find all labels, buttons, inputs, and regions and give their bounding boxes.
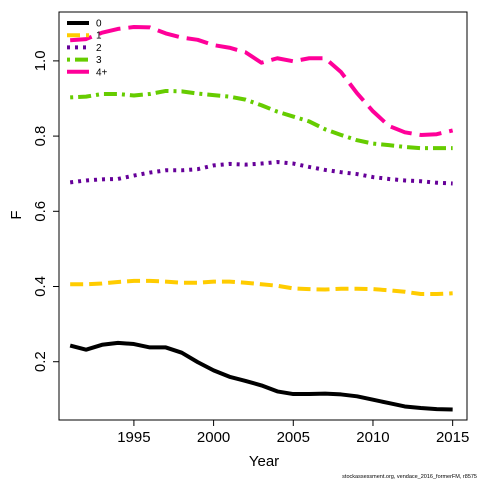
footer-note: stockassessment.org, vendace_2016_former… — [342, 474, 477, 480]
axes-layer: 1995 2000 2005 2010 2015 0.2 0.4 0.6 0.8 1.0 — [32, 50, 469, 446]
series-line-0 — [69, 340, 453, 412]
x-tick-label: 2010 — [356, 429, 389, 446]
y-tick-label: 1.0 — [32, 50, 49, 71]
plot-frame — [58, 11, 468, 421]
y-tick-label: 0.2 — [32, 351, 49, 372]
x-axis-title: Year — [249, 453, 279, 470]
x-tick-label: 1995 — [117, 429, 150, 446]
legend-label: 3 — [96, 55, 102, 66]
x-tick-label: 2005 — [277, 429, 310, 446]
series-line-4 — [70, 25, 454, 137]
legend-label: 4+ — [96, 67, 108, 78]
legend-label: 1 — [96, 31, 102, 42]
series-line-3 — [70, 88, 453, 151]
y-axis-title: F — [8, 210, 25, 219]
legend-label: 0 — [96, 19, 102, 30]
series-line-2 — [69, 160, 453, 186]
x-tick-label: 2015 — [436, 429, 469, 446]
x-tick-label: 2000 — [197, 429, 230, 446]
series-line-1 — [70, 278, 453, 297]
legend-label: 2 — [96, 43, 102, 54]
y-tick-label: 0.4 — [32, 276, 49, 297]
y-tick-label: 0.8 — [32, 126, 49, 147]
y-tick-label: 0.6 — [32, 201, 49, 222]
series-layer — [69, 25, 454, 412]
